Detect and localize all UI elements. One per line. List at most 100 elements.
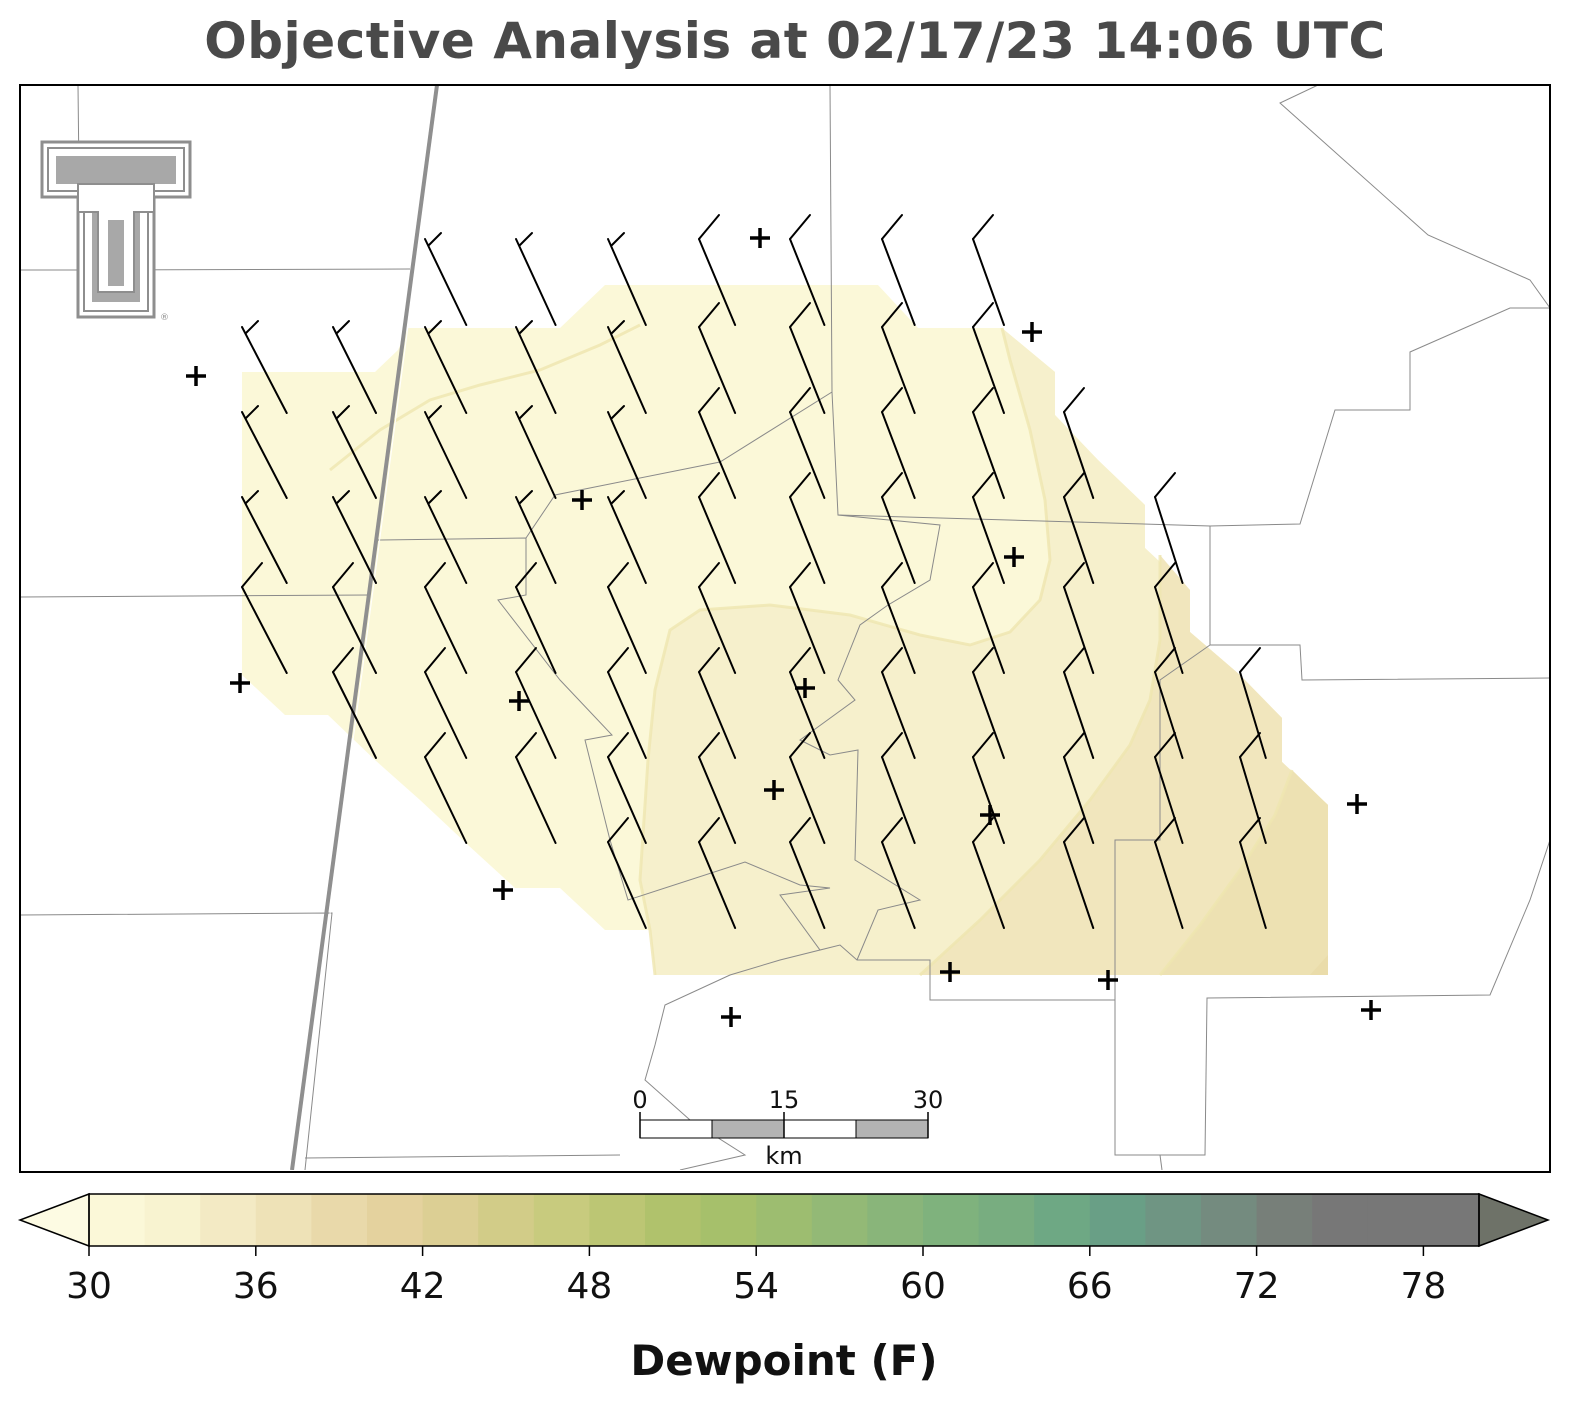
colorbar-cell: [811, 1194, 868, 1246]
wind-barb: [607, 320, 647, 414]
colorbar-tick-label: 78: [1400, 1266, 1446, 1307]
station-marker: [1022, 322, 1042, 342]
colorbar-cell: [1089, 1194, 1146, 1246]
wind-barb: [424, 405, 468, 499]
colorbar-cell: [255, 1194, 312, 1246]
wind-barb: [789, 817, 826, 929]
wind-barb: [881, 817, 916, 929]
colorbar-cell: [1145, 1194, 1202, 1246]
station-marker: [940, 962, 960, 982]
dewpoint-shade-38-40: [1310, 955, 1328, 975]
colorbar-cell: [422, 1194, 479, 1246]
colorbar-cell: [1423, 1194, 1480, 1246]
station-marker: [721, 1007, 741, 1027]
wind-barb: [1154, 472, 1184, 584]
station-marker: [509, 691, 529, 711]
colorbar-tick-label: 54: [733, 1266, 779, 1307]
wind-barb: [424, 647, 468, 759]
wind-barb: [1063, 472, 1095, 584]
wind-barb: [1154, 647, 1184, 759]
wind-barb: [332, 490, 377, 584]
scale-label-0: 0: [632, 1086, 647, 1114]
wind-barb: [607, 405, 647, 499]
colorbar-tick-label: 36: [233, 1266, 279, 1307]
colorbar-cell: [589, 1194, 646, 1246]
station-marker: [1347, 794, 1367, 814]
wind-barb: [789, 562, 826, 674]
colorbar-cell: [311, 1194, 368, 1246]
colorbar-over-triangle: [1478, 1192, 1551, 1248]
logo-registered-mark: ®: [160, 313, 169, 323]
colorbar-label: Dewpoint (F): [630, 1336, 937, 1385]
station-marker: [572, 490, 592, 510]
wind-barb: [241, 320, 288, 414]
wind-barb: [698, 302, 737, 414]
colorbar-cell: [645, 1194, 702, 1246]
wind-barb: [972, 817, 1005, 929]
wind-barb: [698, 387, 737, 499]
wind-barb: [881, 387, 916, 499]
station-marker: [186, 366, 206, 386]
colorbar-cell: [200, 1194, 257, 1246]
wind-barb: [881, 472, 916, 584]
wind-barb: [515, 732, 557, 844]
station-marker: [795, 678, 815, 698]
wind-barb: [1063, 647, 1095, 759]
dewpoint-field: [242, 285, 1328, 977]
colorbar-cell: [1367, 1194, 1424, 1246]
wind-barb: [881, 562, 916, 674]
wind-barb: [515, 562, 557, 674]
scale-label-30: 30: [913, 1086, 944, 1114]
wind-barb: [789, 647, 826, 759]
wind-barb: [1239, 732, 1267, 844]
map-frame: [19, 84, 1551, 1173]
wind-barb: [424, 562, 468, 674]
wind-barb: [607, 232, 647, 326]
wind-barb: [332, 647, 377, 759]
station-marker: [764, 780, 784, 800]
wind-barb: [698, 817, 737, 929]
wind-barb: [607, 817, 647, 929]
dewpoint-shade-34-36: [920, 555, 1328, 975]
wind-barb: [424, 732, 468, 844]
station-marker: [1361, 1000, 1381, 1020]
chart-title: Objective Analysis at 02/17/23 14:06 UTC: [204, 12, 1386, 70]
wind-barb: [698, 647, 737, 759]
wind-barb: [1239, 647, 1267, 759]
wind-barb: [424, 320, 468, 414]
wind-barb: [1063, 562, 1095, 674]
wind-barb: [789, 302, 826, 414]
wind-barb: [789, 387, 826, 499]
colorbar-under-triangle: [17, 1192, 90, 1248]
colorbar-cell: [1201, 1194, 1258, 1246]
wind-barb: [881, 732, 916, 844]
wind-barb: [972, 472, 1005, 584]
map-panel: ® 0 15 30 km: [20, 85, 1550, 1170]
wind-barb: [881, 302, 916, 414]
wind-barb: [972, 647, 1005, 759]
wind-barb: [332, 562, 377, 674]
colorbar-cell: [89, 1194, 146, 1246]
wind-barb: [424, 232, 468, 326]
wind-barb: [332, 405, 377, 499]
state-border: [290, 85, 441, 1170]
wind-barb: [881, 647, 916, 759]
scale-label-15: 15: [769, 1086, 800, 1114]
wind-barb: [515, 232, 557, 326]
wind-barb: [789, 214, 826, 326]
wind-barbs: [241, 214, 1267, 929]
wind-barb: [241, 490, 288, 584]
colorbar-tick-label: 66: [1067, 1266, 1113, 1307]
colorbar-tick-label: 48: [566, 1266, 612, 1307]
colorbar-cell: [978, 1194, 1035, 1246]
wind-barb: [515, 405, 557, 499]
wind-barb: [1154, 562, 1184, 674]
texas-tech-logo: ®: [40, 140, 192, 323]
wind-barb: [241, 405, 288, 499]
wind-barb: [972, 302, 1005, 414]
wind-barb: [1154, 732, 1184, 844]
wind-barb: [972, 214, 1005, 326]
wind-barb: [881, 214, 916, 326]
wind-barb: [1063, 732, 1095, 844]
